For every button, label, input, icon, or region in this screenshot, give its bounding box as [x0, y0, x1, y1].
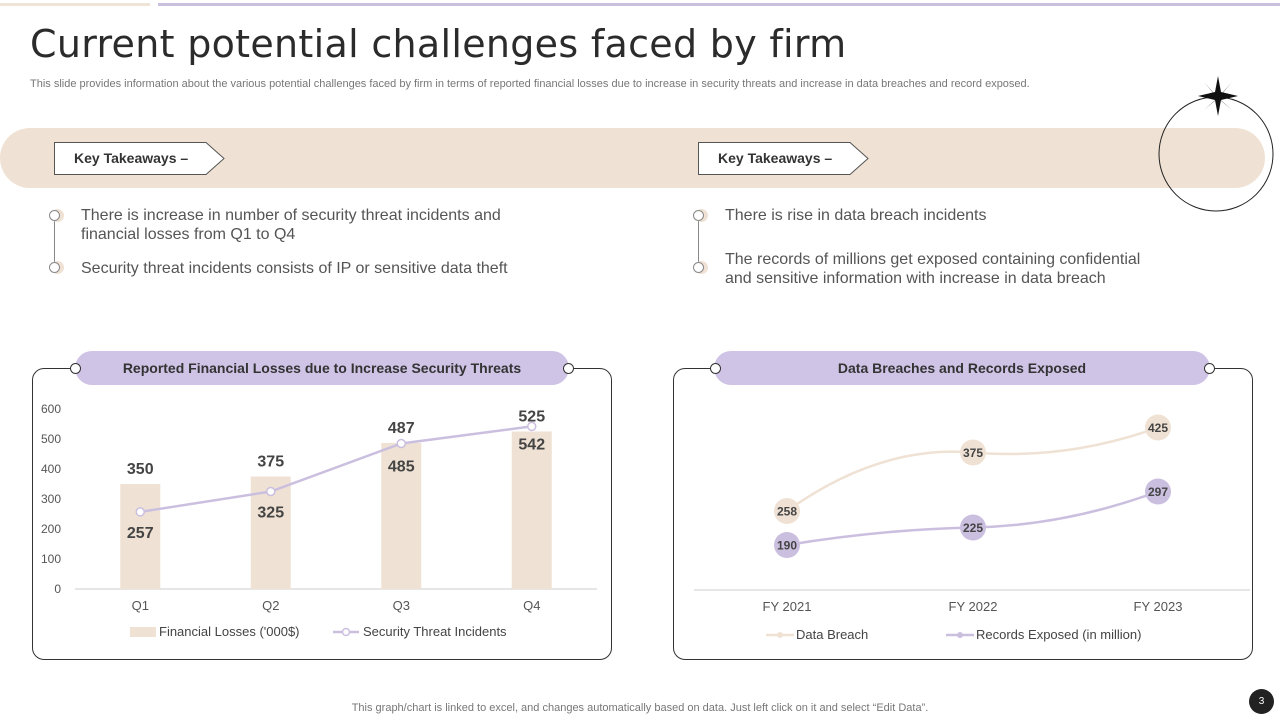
bar [120, 484, 161, 589]
line-value-label: 325 [257, 505, 284, 522]
series-line-security-threat-incidents [140, 425, 532, 514]
legend-marker [341, 627, 351, 637]
bullet-dot [49, 210, 60, 221]
bar-value-label: 487 [388, 420, 415, 437]
x-tick-label: FY 2022 [949, 599, 998, 614]
line-point [1145, 414, 1171, 441]
chart-title-financial-losses: Reported Financial Losses due to Increas… [75, 351, 569, 385]
takeaway-point: There is increase in number of security … [81, 207, 501, 243]
key-takeaways-label: Key Takeaways – [718, 150, 833, 166]
bar-line-chart[interactable]: 0 100 200 300 400 500 600 350 375 487 525 Q1 Q2 Q3 Q4 2… [33, 390, 609, 658]
chart-title-data-breaches: Data Breaches and Records Exposed [714, 351, 1210, 385]
top-accent-line [158, 3, 1280, 6]
key-takeaways-label: Key Takeaways – [74, 150, 189, 166]
pill-pin [1204, 363, 1215, 374]
x-tick-label: Q2 [262, 598, 279, 613]
legend-label: Records Exposed (in million) [976, 627, 1141, 642]
x-tick-label: Q3 [393, 598, 410, 613]
line-chart[interactable]: FY 2021 FY 2022 FY 2023 258 375 425 190 225 297 D… [674, 390, 1250, 658]
decorative-star-icon [1158, 76, 1274, 212]
point-value-label: 190 [777, 539, 797, 553]
page-title: Current potential challenges faced by fi… [30, 22, 847, 66]
line-point [1145, 478, 1171, 505]
line-point [527, 421, 537, 432]
line-value-label: 485 [388, 459, 415, 476]
page-number: 3 [1249, 689, 1274, 714]
page-subtitle: This slide provides information about th… [30, 78, 1030, 90]
legend-marker [777, 632, 783, 638]
line-point [774, 498, 800, 524]
bar [511, 431, 552, 589]
line-value-label: 542 [518, 436, 545, 453]
y-tick-label: 300 [41, 492, 61, 506]
y-tick-label: 100 [41, 552, 61, 566]
line-point [960, 514, 986, 541]
point-value-label: 297 [1148, 485, 1168, 499]
bar-value-label: 350 [127, 461, 154, 478]
bullet-connector [54, 212, 55, 268]
y-tick-label: 400 [41, 462, 61, 476]
pill-pin [563, 363, 574, 374]
bullet-dot [49, 262, 60, 273]
top-accent-line [0, 3, 150, 6]
x-tick-label: Q4 [523, 598, 540, 613]
line-point [396, 438, 406, 449]
x-tick-label: FY 2021 [763, 599, 812, 614]
point-value-label: 258 [777, 505, 797, 519]
point-value-label: 225 [963, 521, 983, 535]
line-point [266, 486, 276, 497]
takeaway-point: The records of millions get exposed cont… [725, 251, 1141, 287]
bar [381, 442, 422, 589]
key-takeaways-tag-right: Key Takeaways – [698, 142, 870, 175]
footer-note: This graph/chart is linked to excel, and… [351, 702, 929, 714]
takeaway-point: There is rise in data breach incidents [725, 207, 987, 224]
line-point [774, 532, 800, 558]
legend-label: Security Threat Incidents [363, 624, 507, 639]
bar-value-label: 525 [518, 409, 545, 426]
y-tick-label: 200 [41, 522, 61, 536]
line-point [960, 439, 986, 466]
legend-marker [957, 632, 963, 638]
bar-value-label: 375 [257, 454, 284, 471]
y-tick-label: 0 [54, 582, 61, 596]
pill-pin [710, 363, 721, 374]
x-tick-label: FY 2023 [1134, 599, 1183, 614]
pill-pin [70, 363, 81, 374]
legend-label: Financial Losses ('000$) [159, 624, 300, 639]
bullet-dot [693, 262, 704, 273]
point-value-label: 425 [1148, 421, 1168, 435]
line-value-label: 257 [127, 525, 154, 542]
y-tick-label: 600 [41, 402, 61, 416]
key-takeaways-tag-left: Key Takeaways – [54, 142, 226, 175]
point-value-label: 375 [963, 446, 983, 460]
line-point [135, 507, 145, 517]
x-tick-label: Q1 [132, 598, 149, 613]
bullet-connector [698, 216, 699, 268]
legend-swatch-financial-losses [130, 627, 156, 637]
takeaway-point: Security threat incidents consists of IP… [81, 260, 508, 277]
bullet-dot [693, 210, 704, 221]
legend-label: Data Breach [796, 627, 868, 642]
y-tick-label: 500 [41, 432, 61, 446]
